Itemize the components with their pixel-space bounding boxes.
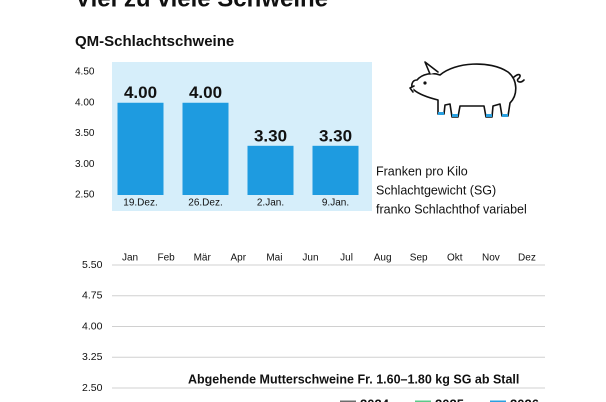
y-tick-label: 2.50 [82, 382, 103, 394]
y-tick-label: 3.50 [75, 128, 95, 139]
y-tick-label: 3.00 [75, 159, 95, 170]
note: franko Schlachthof variabel [376, 202, 527, 216]
value-label: 4.00 [124, 83, 157, 102]
x-tick-label: Jun [302, 253, 318, 264]
chart-title: QM-Schlachtschweine [75, 33, 234, 50]
x-tick-label: 26.Dez. [188, 198, 222, 209]
annotation: Abgehende Mutterschweine Fr. 1.60–1.80 k… [188, 372, 519, 386]
note: Schlachtgewicht (SG) [376, 183, 496, 197]
x-tick-label: Nov [482, 253, 500, 264]
bar [182, 102, 229, 195]
y-tick-label: 4.00 [82, 320, 103, 332]
value-label: 3.30 [319, 126, 352, 145]
x-tick-label: Feb [158, 253, 176, 264]
x-tick-label: Aug [374, 253, 392, 264]
x-tick-label: Dez [518, 253, 536, 264]
y-tick-label: 5.50 [82, 259, 103, 271]
x-tick-label: Apr [231, 253, 247, 264]
value-label: 3.30 [254, 126, 287, 145]
legend-label: 2025 [435, 396, 464, 402]
value-label: 4.00 [189, 83, 222, 102]
y-tick-label: 4.00 [75, 97, 95, 108]
y-tick-label: 3.25 [82, 351, 103, 363]
x-tick-label: Jan [122, 253, 138, 264]
pig-illustration [409, 61, 525, 118]
y-tick-label: 2.50 [75, 190, 95, 201]
page-title: Viel zu viele Schweine [75, 0, 328, 12]
bar [117, 102, 164, 195]
x-tick-label: Mai [266, 253, 282, 264]
bar [312, 145, 359, 195]
legend-label: 2026 [510, 396, 539, 402]
x-tick-label: 2.Jan. [257, 198, 284, 209]
x-tick-label: 19.Dez. [123, 198, 157, 209]
note: Franken pro Kilo [376, 164, 468, 178]
legend-label: 2024 [360, 396, 390, 402]
x-tick-label: Okt [447, 253, 463, 264]
x-tick-label: 9.Jan. [322, 198, 349, 209]
x-tick-label: Sep [410, 253, 428, 264]
x-tick-label: Mär [194, 253, 212, 264]
x-tick-label: Jul [340, 253, 353, 264]
y-tick-label: 4.75 [82, 290, 103, 302]
bar [247, 145, 294, 195]
y-tick-label: 4.50 [75, 67, 95, 78]
